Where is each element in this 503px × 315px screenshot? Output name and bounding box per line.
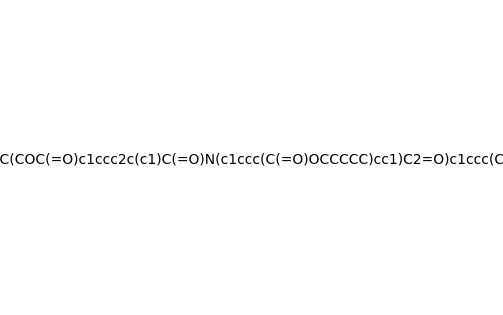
- Text: O=C(COC(=O)c1ccc2c(c1)C(=O)N(c1ccc(C(=O)OCCCCC)cc1)C2=O)c1ccc(Cl)cc1: O=C(COC(=O)c1ccc2c(c1)C(=O)N(c1ccc(C(=O)…: [0, 152, 503, 166]
